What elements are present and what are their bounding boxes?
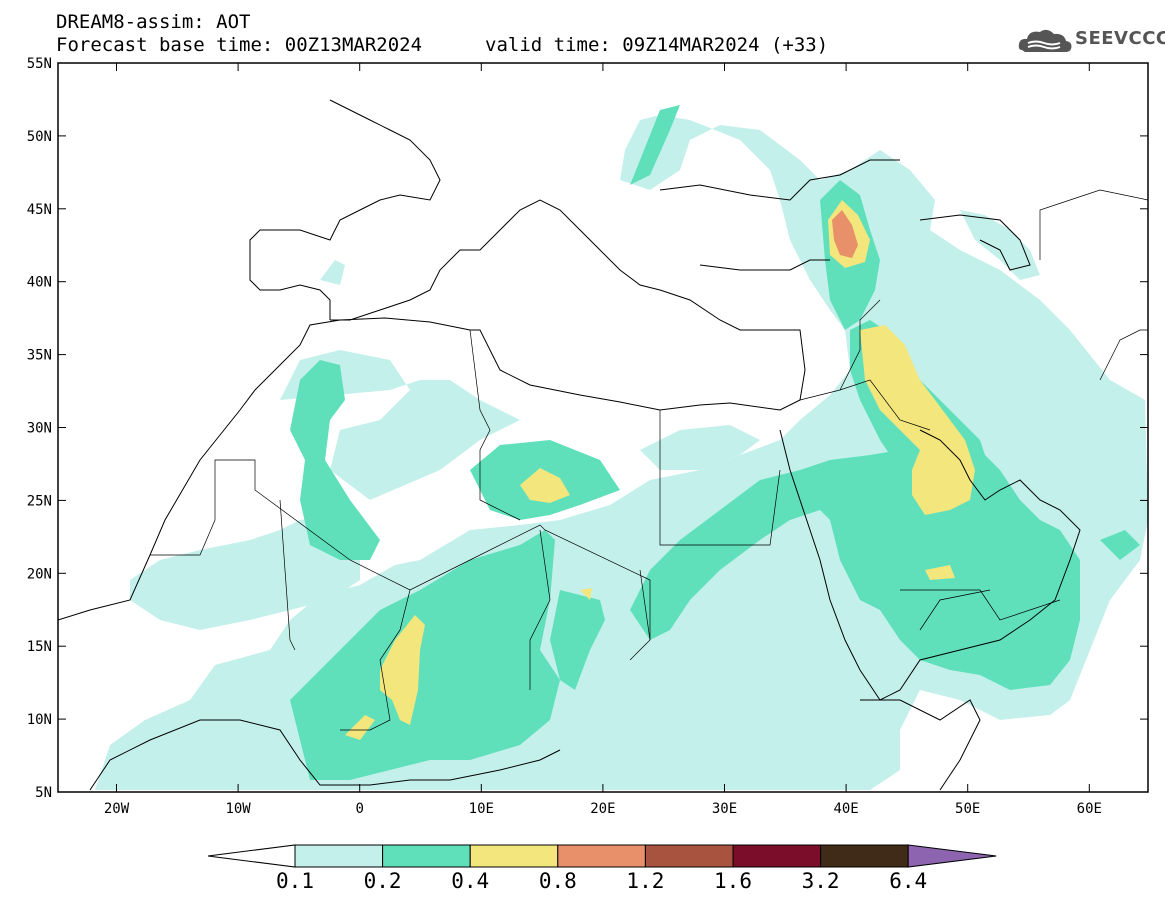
colorbar-swatch <box>732 844 822 868</box>
lat-label: 40N <box>27 275 52 291</box>
aot-contour-0.1 <box>95 115 1148 790</box>
lon-label: 10W <box>225 801 251 817</box>
coastlines <box>58 99 1081 791</box>
lon-label: 60E <box>1077 801 1102 817</box>
lat-label: 45N <box>27 202 52 218</box>
lat-label: 30N <box>27 421 52 437</box>
colorbar-label: 6.4 <box>889 869 927 893</box>
lon-label: 20W <box>104 801 130 817</box>
lat-label: 20N <box>27 566 52 582</box>
seevccc-cloud-logo-icon <box>1018 29 1072 52</box>
longitude-axis: 20W 10W 0 10E 20E 30E 40E 50E 60E <box>104 63 1102 817</box>
lat-label: 35N <box>27 348 52 364</box>
aot-contour-0.8 <box>832 210 858 258</box>
colorbar-swatch <box>557 844 646 868</box>
colorbar-label: 0.4 <box>451 869 489 893</box>
valid-time: valid time: 09Z14MAR2024 (+33) <box>485 34 829 56</box>
colorbar-swatch <box>820 844 909 868</box>
colorbar: 0.1 0.2 0.4 0.8 1.2 1.6 3.2 6.4 <box>207 844 997 893</box>
logo-text: SEEVCCC <box>1075 28 1165 49</box>
lon-label: 10E <box>469 801 494 817</box>
lat-label: 5N <box>35 785 52 801</box>
colorbar-swatch <box>382 844 471 868</box>
colorbar-label: 0.2 <box>364 869 402 893</box>
lon-label: 40E <box>833 801 858 817</box>
colorbar-label: 1.6 <box>714 869 752 893</box>
map-title: DREAM8-assim: AOT <box>56 11 251 33</box>
lat-label: 55N <box>27 56 52 72</box>
colorbar-swatch <box>294 844 384 868</box>
forecast-base-time: Forecast base time: 00Z13MAR2024 <box>56 34 423 56</box>
lon-label: 50E <box>955 801 980 817</box>
colorbar-swatch <box>469 844 559 868</box>
lon-label: 20E <box>590 801 615 817</box>
colorbar-swatch <box>644 844 734 868</box>
colorbar-label: 3.2 <box>802 869 840 893</box>
lon-label: 30E <box>712 801 737 817</box>
lon-label: 0 <box>355 801 363 817</box>
colorbar-label: 0.8 <box>539 869 577 893</box>
lat-label: 10N <box>27 712 52 728</box>
colorbar-label: 1.2 <box>626 869 664 893</box>
country-borders <box>150 189 1148 731</box>
colorbar-over-arrow <box>907 844 997 868</box>
lat-label: 15N <box>27 639 52 655</box>
colorbar-label: 0.1 <box>276 869 314 893</box>
latitude-axis: 55N 50N 45N 40N 35N 30N 25N 20N 15N 10N 5N <box>27 56 1148 801</box>
lat-label: 50N <box>27 129 52 145</box>
colorbar-under-arrow <box>207 844 296 868</box>
lat-label: 25N <box>27 493 52 509</box>
